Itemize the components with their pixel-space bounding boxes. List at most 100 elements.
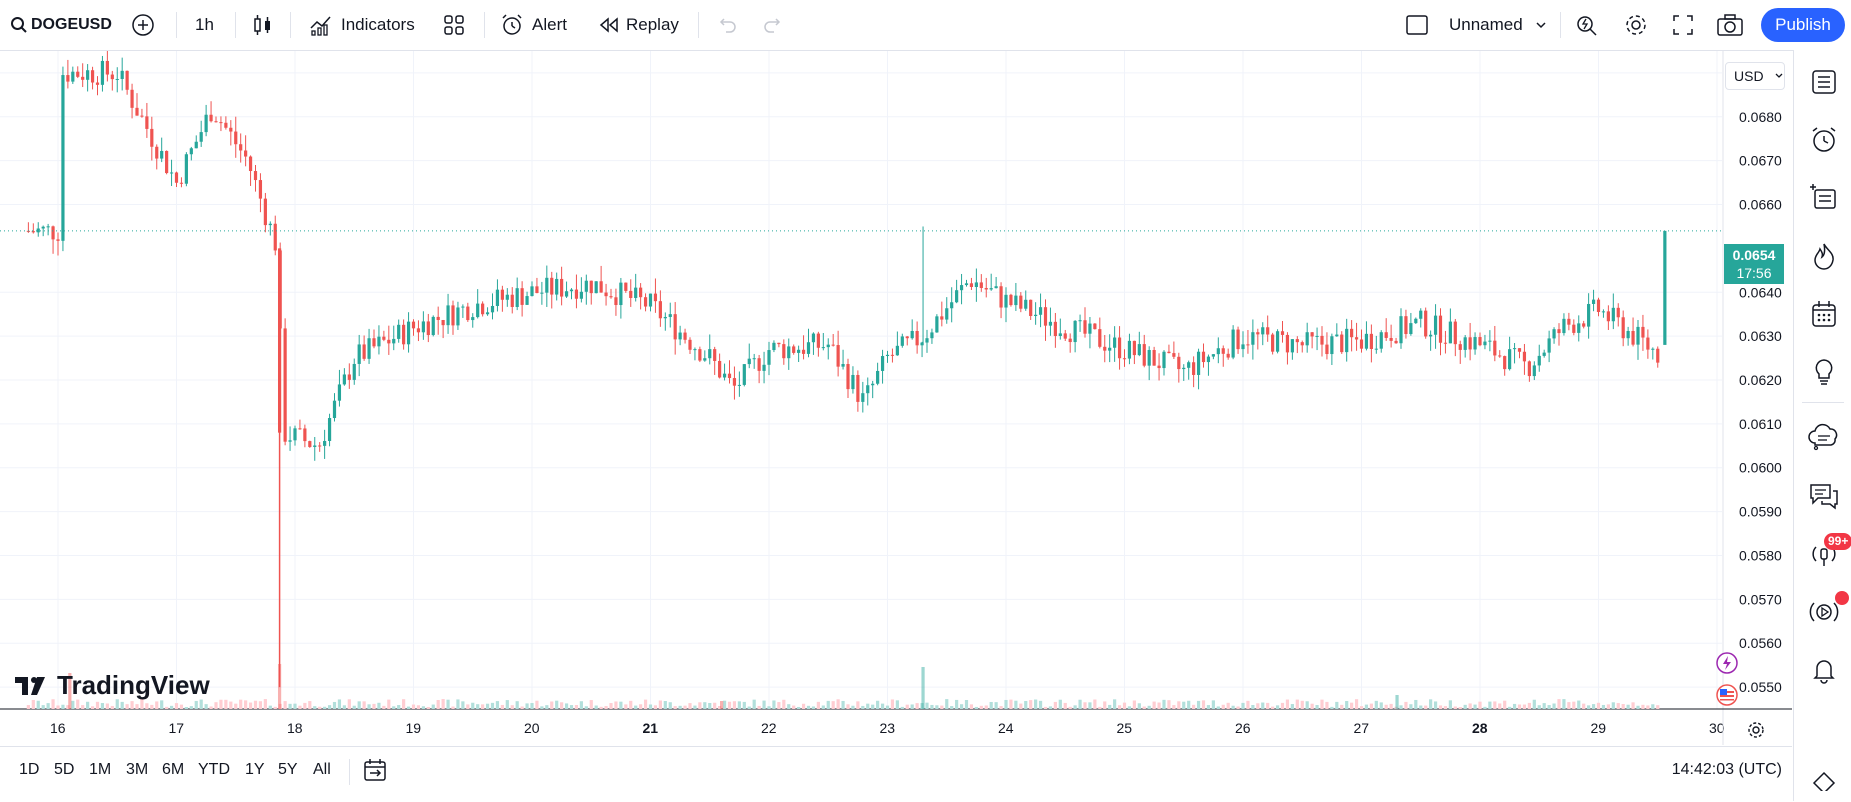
volume-bar bbox=[476, 704, 480, 709]
compare-symbol-button[interactable] bbox=[131, 0, 155, 50]
snapshot-button[interactable] bbox=[1716, 0, 1744, 50]
currency-label: USD bbox=[1734, 68, 1764, 84]
streams-button[interactable] bbox=[1806, 594, 1842, 630]
candle-body bbox=[313, 445, 317, 447]
candle-body bbox=[209, 114, 213, 122]
volume-bar bbox=[490, 702, 495, 709]
candle-body bbox=[224, 122, 228, 128]
ideas-button[interactable] bbox=[1806, 354, 1842, 390]
candle-body bbox=[905, 336, 909, 339]
volume-bar bbox=[392, 706, 396, 709]
range-6m[interactable]: 6M bbox=[162, 761, 185, 778]
redo-button[interactable] bbox=[762, 0, 784, 50]
volume-bar bbox=[816, 701, 820, 709]
right-sidebar: 99+ bbox=[1793, 50, 1851, 801]
settings-button[interactable] bbox=[1623, 0, 1649, 50]
currency-selector[interactable]: USD bbox=[1725, 62, 1785, 90]
expand-button[interactable] bbox=[1806, 766, 1842, 796]
range-1m[interactable]: 1M bbox=[89, 761, 112, 778]
candle-body bbox=[1108, 347, 1112, 351]
candle-body bbox=[668, 314, 672, 317]
range-5d[interactable]: 5D bbox=[54, 761, 75, 778]
candlestick-chart[interactable]: 0.06900.06800.06700.06600.06400.06300.06… bbox=[0, 51, 1792, 745]
candle-body bbox=[1058, 333, 1062, 336]
candle-body bbox=[1192, 362, 1196, 375]
candle-body bbox=[1611, 307, 1615, 322]
candle-body bbox=[105, 60, 109, 75]
volume-bar bbox=[1280, 702, 1285, 709]
volume-bar bbox=[71, 700, 75, 709]
volume-bar bbox=[1409, 704, 1413, 709]
volume-bar bbox=[969, 704, 974, 709]
candle-body bbox=[1236, 329, 1240, 350]
range-1d[interactable]: 1D bbox=[19, 761, 40, 778]
templates-button[interactable] bbox=[443, 0, 465, 50]
candle-body bbox=[1429, 334, 1433, 337]
volume-bar bbox=[1359, 706, 1364, 709]
utc-clock[interactable]: 14:42:03 (UTC) bbox=[1671, 761, 1782, 778]
undo-button[interactable] bbox=[716, 0, 738, 50]
volume-bar bbox=[273, 706, 277, 709]
candle-body bbox=[871, 383, 875, 386]
candle-body bbox=[1142, 344, 1146, 366]
candle-body bbox=[1196, 351, 1201, 375]
price-axis-label: 0.0550 bbox=[1739, 679, 1782, 695]
event-economic[interactable] bbox=[1715, 683, 1739, 707]
volume-bar bbox=[90, 706, 95, 709]
alerts-bell-button[interactable] bbox=[1806, 652, 1842, 688]
calendar-button[interactable] bbox=[1806, 296, 1842, 332]
alerts-panel-button[interactable] bbox=[1806, 122, 1842, 158]
candle-body bbox=[545, 277, 549, 293]
indicators-button[interactable]: Indicators bbox=[309, 0, 415, 50]
volume-bar bbox=[1019, 703, 1023, 709]
layout-button[interactable]: Unnamed bbox=[1405, 0, 1547, 50]
volume-bar bbox=[520, 706, 524, 709]
volume-bar bbox=[1601, 704, 1606, 709]
object-tree-button[interactable] bbox=[1806, 180, 1842, 216]
quick-search-button[interactable] bbox=[1575, 0, 1599, 50]
volume-bar bbox=[174, 703, 179, 709]
range-5y[interactable]: 5Y bbox=[278, 761, 298, 778]
candle-body bbox=[673, 314, 677, 340]
candle-body bbox=[406, 321, 411, 345]
range-1y[interactable]: 1Y bbox=[245, 761, 265, 778]
volume-bar bbox=[1271, 706, 1275, 709]
volume-bar bbox=[1226, 702, 1230, 709]
volume-bar bbox=[1369, 703, 1373, 709]
interval-button[interactable]: 1h bbox=[195, 0, 214, 50]
watchlist-button[interactable] bbox=[1806, 64, 1842, 100]
chart-pane[interactable]: 0.06900.06800.06700.06600.06400.06300.06… bbox=[0, 51, 1792, 745]
tradingview-logo[interactable]: TradingView bbox=[15, 670, 210, 701]
alert-button[interactable]: Alert bbox=[500, 0, 567, 50]
candle-body bbox=[757, 358, 761, 371]
range-all[interactable]: All bbox=[313, 761, 331, 778]
volume-bar bbox=[787, 704, 791, 709]
volume-bar bbox=[614, 701, 618, 709]
publish-button[interactable]: Publish bbox=[1761, 8, 1845, 42]
volume-bar bbox=[1221, 704, 1225, 709]
fullscreen-button[interactable] bbox=[1672, 0, 1694, 50]
volume-bar bbox=[308, 701, 312, 709]
indicators-icon bbox=[310, 16, 331, 36]
volume-bar bbox=[298, 705, 302, 709]
candle-body bbox=[323, 440, 327, 446]
volume-bar bbox=[1058, 699, 1062, 709]
volume-bar bbox=[1157, 702, 1161, 709]
chats-button[interactable] bbox=[1806, 478, 1842, 514]
candle-body bbox=[402, 324, 406, 345]
replay-button[interactable]: Replay bbox=[598, 0, 679, 50]
range-3m[interactable]: 3M bbox=[126, 761, 149, 778]
range-ytd[interactable]: YTD bbox=[198, 761, 230, 778]
candle-body bbox=[1636, 326, 1640, 345]
goto-date-button[interactable] bbox=[362, 757, 390, 790]
hotlists-button[interactable] bbox=[1806, 238, 1842, 274]
volume-bar bbox=[387, 699, 391, 709]
event-flash[interactable] bbox=[1715, 651, 1739, 675]
minds-button[interactable] bbox=[1806, 420, 1842, 456]
candle-body bbox=[1093, 323, 1097, 330]
chart-settings-button[interactable] bbox=[1746, 720, 1770, 744]
volume-bar bbox=[258, 701, 263, 709]
chart-type-button[interactable] bbox=[252, 0, 274, 50]
symbol-search-button[interactable]: DOGEUSD bbox=[10, 0, 112, 50]
time-axis-label: 16 bbox=[50, 720, 66, 736]
